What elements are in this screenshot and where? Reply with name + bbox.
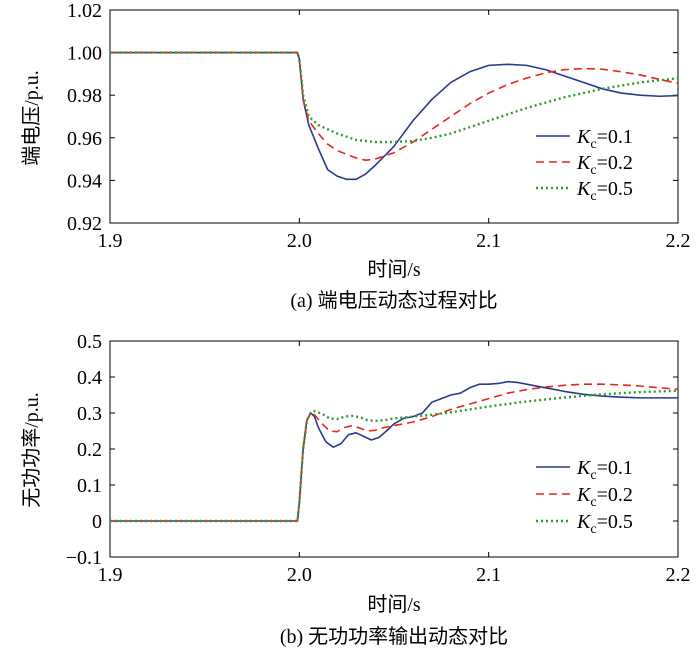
y-tick-label: 0.5 [77,331,102,353]
legend-label: Kc=0.2 [576,484,633,510]
legend-label: Kc=0.1 [576,126,633,152]
legend-label-sub: c [590,137,596,152]
legend-label-rest: =0.1 [597,126,633,148]
legend-label-sub: c [590,495,596,510]
legend-label-sub: c [590,468,596,483]
legend-label-rest: =0.1 [597,457,633,479]
legend-label-main: K [576,511,592,533]
legend-label: Kc=0.5 [576,178,633,204]
y-tick-label: 0.2 [77,439,102,461]
legend-a: Kc=0.1Kc=0.2Kc=0.5 [536,126,633,204]
y-tick-label: 0.3 [77,403,102,425]
legend-label-sub: c [590,189,596,204]
y-tick-label: 0.94 [67,170,102,192]
series-line-2 [110,383,679,522]
x-tick-label: 2.2 [666,230,691,252]
x-axis-label-a: 时间/s [367,258,421,281]
y-tick-label: 0.1 [77,475,102,497]
series-line-2 [110,51,679,161]
tick-group-a: 1.9 2.0 2.1 2.2 0.92 0.94 0.96 0.98 1.00 1.02 [67,0,691,252]
y-axis-label-b: 无功功率/p.u. [20,392,43,508]
y-tick-label: 0.4 [77,367,102,389]
x-tick-label: 2.2 [666,564,691,586]
tick-group-b: 1.9 2.0 2.1 2.2 −0.1 0 0.1 0.2 0.3 0.4 0.5 [66,331,691,586]
series-group-a [110,51,679,181]
y-tick-label: 0.98 [67,85,102,107]
y-axis-label-a: 端电压/p.u. [20,70,43,166]
x-tick-label: 2.0 [287,230,312,252]
legend-b: Kc=0.1Kc=0.2Kc=0.5 [536,457,633,537]
legend-label-main: K [576,457,592,479]
y-tick-label: 1.02 [67,0,102,22]
series-line-1 [110,380,678,522]
series-line-3 [110,389,679,523]
y-tick-label: −0.1 [66,547,102,569]
legend-label-sub: c [590,163,596,178]
legend-label-main: K [576,484,592,506]
legend-label-rest: =0.5 [597,511,633,533]
y-tick-label: 1.00 [67,43,102,65]
chart-b: 1.9 2.0 2.1 2.2−0.100.10.20.30.40.5 Kc=0.1K… [20,331,691,648]
x-tick-label: 2.1 [476,564,501,586]
legend-label: Kc=0.2 [576,152,633,178]
series-line-1 [110,51,679,181]
legend-label: Kc=0.1 [576,457,633,483]
x-tick-label: 1.9 [98,564,123,586]
x-tick-label: 2.0 [287,564,312,586]
chart-a: 1.9 2.0 2.1 2.20.920.940.960.981.001.02 Kc=… [20,0,691,312]
legend-label-main: K [576,126,592,148]
caption-b: (b) 无功功率输出动态对比 [280,625,508,648]
legend-label-main: K [576,178,592,200]
x-axis-label-b: 时间/s [367,593,421,616]
legend-label-rest: =0.2 [597,484,633,506]
legend-label: Kc=0.5 [576,511,633,537]
legend-label-sub: c [590,522,596,537]
x-tick-label: 1.9 [98,230,123,252]
y-tick-label: 0.92 [67,213,102,235]
caption-a: (a) 端电压动态过程对比 [290,289,497,312]
x-tick-label: 2.1 [476,230,501,252]
plot-frame-a [109,9,679,224]
y-tick-label: 0 [92,511,102,533]
series-group-b [110,380,679,523]
legend-label-rest: =0.2 [597,152,633,174]
y-tick-label: 0.96 [67,128,102,150]
legend-label-rest: =0.5 [597,178,633,200]
series-line-3 [110,51,679,144]
legend-label-main: K [576,152,592,174]
